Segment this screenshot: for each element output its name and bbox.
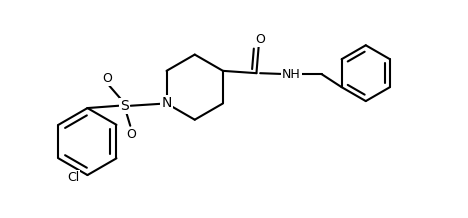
Text: NH: NH — [282, 68, 301, 81]
Text: S: S — [120, 99, 129, 113]
Text: O: O — [102, 72, 112, 85]
Text: Cl: Cl — [67, 171, 79, 184]
Text: N: N — [161, 96, 172, 111]
Text: O: O — [127, 128, 137, 141]
Text: O: O — [255, 33, 264, 46]
